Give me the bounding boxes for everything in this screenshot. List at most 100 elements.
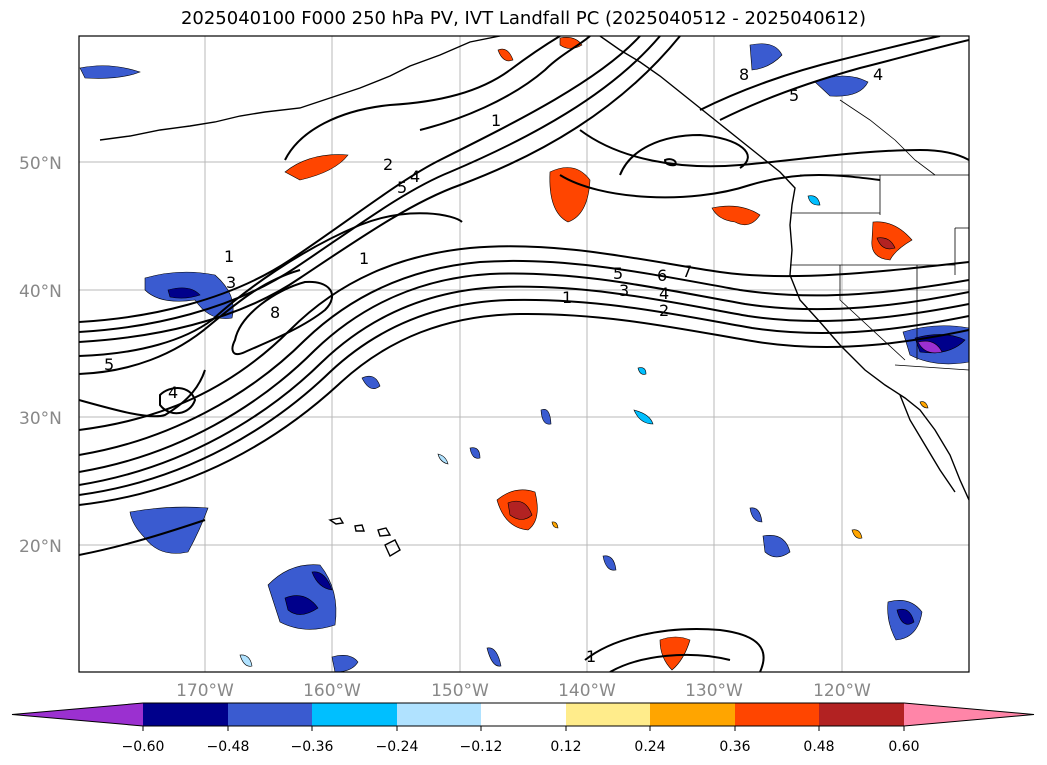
colorbar-tick-label: −0.24 — [376, 739, 419, 755]
lon-tick-label: 150°W — [431, 681, 489, 701]
pv-blob — [497, 48, 514, 62]
map-frame — [78, 35, 970, 673]
contour-label: 5 — [789, 86, 799, 105]
pv-blob — [437, 453, 449, 465]
contour-line — [79, 285, 969, 486]
lat-tick-label: 20°N — [19, 537, 62, 557]
contour-line — [79, 269, 301, 375]
contour-line — [699, 36, 941, 111]
borders — [790, 99, 969, 371]
contour-line — [79, 272, 969, 473]
colorbar-segment — [397, 703, 481, 726]
contour-line — [79, 36, 661, 333]
contour-line — [79, 245, 969, 431]
colorbar-tick-label: 0.12 — [550, 739, 581, 755]
pv-blob — [469, 447, 481, 459]
colorbar-segment — [566, 703, 650, 726]
colorbar-segment — [481, 703, 566, 726]
colorbar-segment — [12, 703, 143, 726]
colorbar-tick-label: 0.48 — [803, 739, 834, 755]
contour-line — [719, 39, 969, 121]
pv-blob — [540, 409, 552, 425]
lon-tick-label: 160°W — [303, 681, 361, 701]
contour-label: 2 — [383, 155, 393, 174]
contour-label: 1 — [562, 288, 572, 307]
colorbar-segment — [819, 703, 904, 726]
contour-line — [79, 212, 463, 357]
contour-line — [419, 36, 591, 131]
gridlines — [79, 36, 969, 672]
hawaii-islands — [328, 517, 401, 558]
contour-label: 1 — [359, 249, 369, 268]
baja-coast — [899, 394, 956, 493]
contour-label: 3 — [619, 281, 629, 300]
contour-label: 5 — [104, 355, 114, 374]
pv-blob — [507, 500, 533, 520]
coastlines — [99, 36, 969, 558]
contour-label: 4 — [168, 383, 178, 402]
pv-blob — [633, 409, 654, 425]
lat-tick-label: 30°N — [19, 409, 62, 429]
contour-label: 4 — [659, 284, 669, 303]
contour-line — [609, 653, 731, 672]
pv-blob — [486, 647, 502, 667]
lat-ticks: 50°N 40°N 30°N 20°N — [19, 154, 62, 557]
pv-blob — [602, 555, 617, 571]
pv-blob — [167, 287, 201, 299]
colorbar-segment — [143, 703, 228, 726]
contour-line — [579, 129, 969, 168]
map-area — [79, 36, 969, 672]
contour-line — [231, 280, 334, 356]
pv-blob — [871, 221, 913, 261]
contour-line — [663, 158, 677, 167]
contour-line — [79, 298, 969, 496]
pv-blob — [284, 154, 349, 181]
contour-line — [619, 133, 749, 176]
contour-line — [284, 36, 561, 161]
colorbar-segment — [904, 703, 1034, 726]
pv-negative-areas — [79, 43, 969, 672]
lon-tick-label: 140°W — [558, 681, 616, 701]
contour-label: 5 — [397, 178, 407, 197]
pv-blob — [79, 65, 141, 79]
pv-blob — [749, 43, 783, 71]
colorbar-tick-label: −0.12 — [460, 739, 503, 755]
colorbar-tick-label: −0.36 — [291, 739, 334, 755]
map-title: 2025040100 F000 250 hPa PV, IVT Landfall… — [180, 8, 867, 29]
lat-tick-label: 50°N — [19, 154, 62, 174]
pv-blob — [129, 506, 209, 554]
contour-line — [79, 369, 206, 418]
pv-blob — [749, 507, 763, 523]
lat-tick-label: 40°N — [19, 282, 62, 302]
colorbar-segment — [312, 703, 397, 726]
contour-label: 5 — [613, 264, 623, 283]
colorbar — [11, 702, 1035, 731]
contour-line — [159, 387, 197, 415]
contour-label: 1 — [586, 647, 596, 666]
contour-line — [79, 519, 206, 556]
pv-blob — [762, 535, 791, 558]
lon-tick-label: 170°W — [176, 681, 234, 701]
contour-label: 8 — [739, 65, 749, 84]
colorbar-ticks: −0.60 −0.48 −0.36 −0.24 −0.12 0.12 0.24 … — [122, 739, 920, 755]
contour-label: 6 — [657, 266, 667, 285]
contour-label: 8 — [270, 303, 280, 322]
contour-label: 1 — [491, 111, 501, 130]
pv-blob — [876, 237, 896, 250]
colorbar-segment — [735, 703, 819, 726]
pv-blob — [361, 375, 381, 389]
contour-label: 4 — [873, 65, 883, 84]
ivt-contours — [79, 36, 969, 672]
colorbar-segment — [650, 703, 735, 726]
contour-line — [559, 174, 881, 199]
pv-blob — [919, 401, 929, 409]
pv-blob — [917, 340, 943, 354]
alaska-coast — [99, 36, 501, 141]
pv-blob — [311, 571, 333, 591]
contour-line — [79, 36, 641, 323]
contour-line — [79, 36, 681, 343]
colorbar-tick-label: 0.36 — [719, 739, 750, 755]
colorbar-tick-label: 0.24 — [634, 739, 665, 755]
colorbar-tick-label: −0.60 — [122, 739, 165, 755]
